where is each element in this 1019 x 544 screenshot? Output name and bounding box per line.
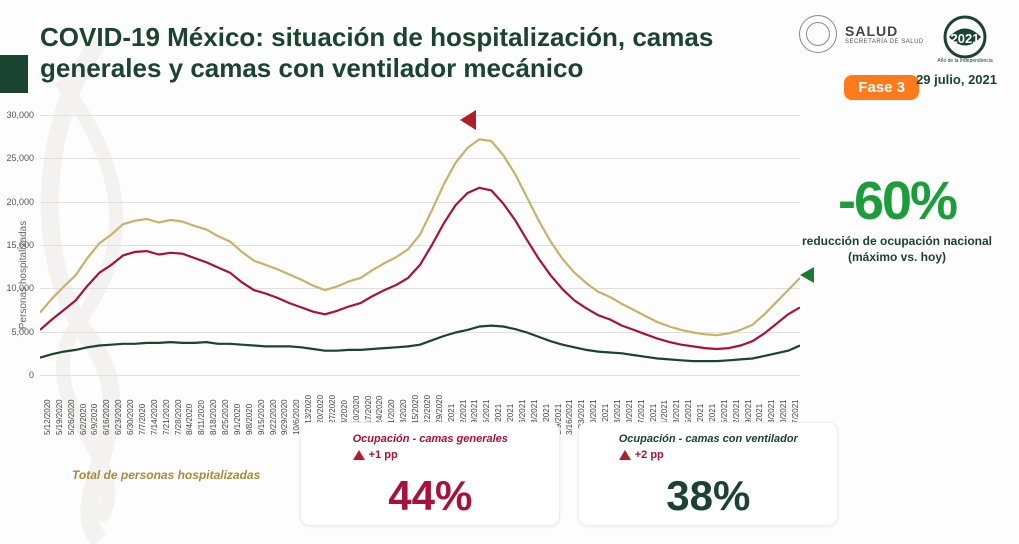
report-date: 29 julio, 2021 xyxy=(916,72,997,88)
salud-text: SALUD SECRETARÍA DE SALUD xyxy=(845,23,924,45)
up-arrow-icon xyxy=(619,450,631,460)
legend-total: Total de personas hospitalizadas xyxy=(50,422,282,526)
legend-ventilador: Ocupación - camas con ventilador +2 pp 3… xyxy=(578,422,838,526)
legend-generales: Ocupación - camas generales +1 pp 44% xyxy=(300,422,560,526)
chart: Personas hospitalizadas 05,00010,00015,0… xyxy=(40,115,800,435)
svg-text:Año de la Independencia: Año de la Independencia xyxy=(937,58,993,64)
gov-seal-icon xyxy=(799,15,837,53)
accent-bar xyxy=(0,55,28,93)
legend-ventilador-value: 38% xyxy=(666,475,750,517)
headline-stat: -60% reducción de ocupación nacional (má… xyxy=(797,170,997,265)
legend-generales-delta: +1 pp xyxy=(353,449,508,461)
current-marker-icon xyxy=(800,267,814,283)
legend-generales-value: 44% xyxy=(388,475,472,517)
series-generales xyxy=(40,188,800,349)
legend-generales-label: Ocupación - camas generales xyxy=(353,433,508,445)
mexico-2021-logo: 2021 Año de la Independencia xyxy=(934,15,996,65)
legend: Total de personas hospitalizadas Ocupaci… xyxy=(50,422,838,526)
page-root: COVID-19 México: situación de hospitaliz… xyxy=(0,0,1019,544)
salud-logo: SALUD SECRETARÍA DE SALUD xyxy=(799,15,924,53)
headline-value: -60% xyxy=(797,170,997,232)
chart-lines xyxy=(40,115,800,375)
fase-badge: Fase 3 xyxy=(844,75,919,100)
headline-caption: reducción de ocupación nacional (máximo … xyxy=(797,234,997,265)
chart-ylabel: Personas hospitalizadas xyxy=(18,221,29,329)
header-logos: SALUD SECRETARÍA DE SALUD 2021 Año de la… xyxy=(799,15,999,65)
page-title: COVID-19 México: situación de hospitaliz… xyxy=(40,22,780,84)
legend-ventilador-label: Ocupación - camas con ventilador xyxy=(619,433,798,445)
svg-text:2021: 2021 xyxy=(950,31,979,46)
peak-marker-icon xyxy=(460,110,476,130)
series-total xyxy=(40,139,800,335)
legend-ventilador-delta: +2 pp xyxy=(619,449,798,461)
up-arrow-icon xyxy=(353,450,365,460)
